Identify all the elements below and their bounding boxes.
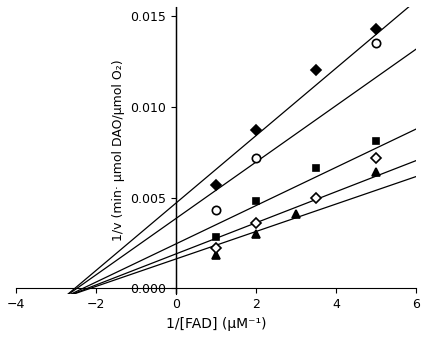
X-axis label: 1/[FAD] (μM⁻¹): 1/[FAD] (μM⁻¹) (165, 317, 266, 331)
Y-axis label: 1/v (min· μmol DAO/μmol O₂): 1/v (min· μmol DAO/μmol O₂) (112, 59, 124, 241)
